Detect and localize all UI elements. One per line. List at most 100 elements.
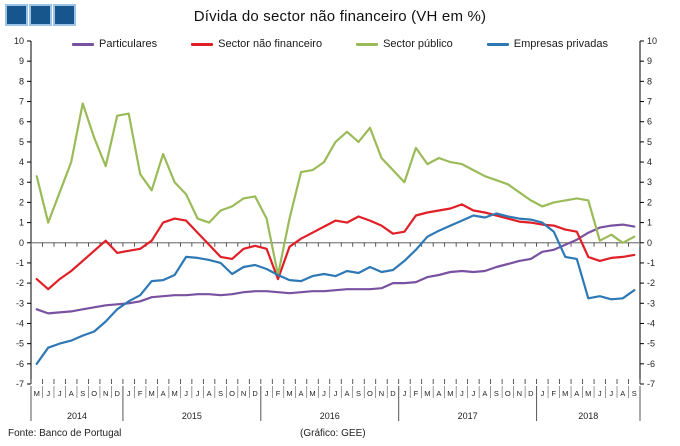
legend-label: Sector público <box>383 38 453 50</box>
year-label: 2017 <box>458 411 478 421</box>
month-label: M <box>585 389 591 398</box>
month-label: M <box>309 389 315 398</box>
month-label: J <box>472 389 476 398</box>
month-label: M <box>34 389 40 398</box>
year-label: 2018 <box>578 411 598 421</box>
month-label: S <box>632 389 637 398</box>
y-axis-label-right: 10 <box>647 36 657 46</box>
year-label: 2016 <box>320 411 340 421</box>
legend-item-empresas-privadas: Empresas privadas <box>486 38 608 50</box>
month-label: A <box>161 389 166 398</box>
month-label: A <box>69 389 74 398</box>
month-label: M <box>286 389 292 398</box>
month-label: J <box>322 389 326 398</box>
legend-label: Particulares <box>99 38 158 50</box>
y-axis-label-right: -6 <box>647 359 655 369</box>
month-label: J <box>58 389 62 398</box>
month-label: A <box>620 389 625 398</box>
legend-swatch-empresas-privadas <box>486 42 509 46</box>
y-axis-label-right: 6 <box>647 117 652 127</box>
y-axis-label-right: -7 <box>647 379 655 389</box>
legend-swatch-sector-publico <box>356 42 379 46</box>
month-label: N <box>241 389 246 398</box>
chart-title: Dívida do sector não financeiro (VH em %… <box>193 8 487 25</box>
month-label: A <box>436 389 441 398</box>
y-axis-label-right: -3 <box>647 298 655 308</box>
month-label: A <box>482 389 487 398</box>
y-axis-label-right: -5 <box>647 339 655 349</box>
y-axis-label-left: 3 <box>19 177 24 187</box>
legend-label: Sector não financeiro <box>218 38 323 50</box>
y-axis-label-left: -2 <box>16 278 24 288</box>
y-axis-label-left: 4 <box>19 157 24 167</box>
y-axis-label-left: 6 <box>19 117 24 127</box>
y-axis-label-right: 8 <box>647 76 652 86</box>
y-axis-label-right: 1 <box>647 218 652 228</box>
y-axis-label-right: 3 <box>647 177 652 187</box>
legend-item-sector-nao-financeiro: Sector não financeiro <box>191 38 322 50</box>
y-axis-label-left: 8 <box>19 76 24 86</box>
month-label: D <box>114 389 120 398</box>
month-label: J <box>265 389 269 398</box>
y-axis-label-right: 4 <box>647 157 652 167</box>
y-axis-label-right: -1 <box>647 258 655 268</box>
y-axis-label-right: -2 <box>647 278 655 288</box>
month-label: F <box>138 389 143 398</box>
y-axis-label-right: 5 <box>647 137 652 147</box>
logo-square <box>53 4 76 26</box>
y-axis-label-left: 9 <box>19 56 24 66</box>
y-axis-label-right: 7 <box>647 97 652 107</box>
y-axis-label-left: -6 <box>16 359 24 369</box>
month-label: S <box>494 389 499 398</box>
year-label: 2015 <box>182 411 202 421</box>
legend-swatch-sector-nao-financeiro <box>191 42 214 46</box>
y-axis-label-right: 0 <box>647 238 652 248</box>
logo-square <box>29 4 52 26</box>
series-line-sector-p-blico <box>35 102 636 277</box>
y-axis-label-left: 7 <box>19 97 24 107</box>
month-label: J <box>540 389 544 398</box>
month-label: O <box>229 389 235 398</box>
month-label: D <box>390 389 396 398</box>
month-label: M <box>424 389 430 398</box>
legend-label: Empresas privadas <box>513 38 608 50</box>
legend-swatch-particulares <box>72 42 95 46</box>
month-label: A <box>207 389 212 398</box>
series-line-particulares <box>35 223 636 315</box>
month-label: N <box>517 389 522 398</box>
y-axis-label-left: -5 <box>16 339 24 349</box>
month-label: N <box>103 389 108 398</box>
legend-item-particulares: Particulares <box>72 38 157 50</box>
month-label: J <box>460 389 464 398</box>
month-label: J <box>127 389 131 398</box>
y-axis-label-left: 2 <box>19 197 24 207</box>
month-label: S <box>218 389 223 398</box>
month-label: A <box>344 389 349 398</box>
month-label: J <box>196 389 200 398</box>
month-label: M <box>562 389 568 398</box>
month-label: D <box>252 389 258 398</box>
month-label: M <box>447 389 453 398</box>
month-label: J <box>403 389 407 398</box>
credit-note: (Gráfico: GEE) <box>300 428 366 439</box>
month-label: O <box>505 389 511 398</box>
legend-item-sector-publico: Sector público <box>356 38 453 50</box>
y-axis-label-right: 9 <box>647 56 652 66</box>
series-line-empresas-privadas <box>35 212 636 365</box>
y-axis-label-right: 2 <box>647 197 652 207</box>
series-line-sector-n-o-financeiro <box>35 203 636 291</box>
month-label: J <box>609 389 613 398</box>
year-label: 2014 <box>67 411 87 421</box>
month-label: M <box>149 389 155 398</box>
month-label: J <box>598 389 602 398</box>
y-axis-label-left: 0 <box>19 238 24 248</box>
month-label: F <box>414 389 419 398</box>
month-label: S <box>80 389 85 398</box>
month-label: A <box>299 389 304 398</box>
month-label: D <box>528 389 534 398</box>
chart-legend: Particulares Sector não financeiro Secto… <box>30 38 650 50</box>
y-axis-label-left: -7 <box>16 379 24 389</box>
source-note: Fonte: Banco de Portugal <box>8 428 122 439</box>
month-label: O <box>367 389 373 398</box>
